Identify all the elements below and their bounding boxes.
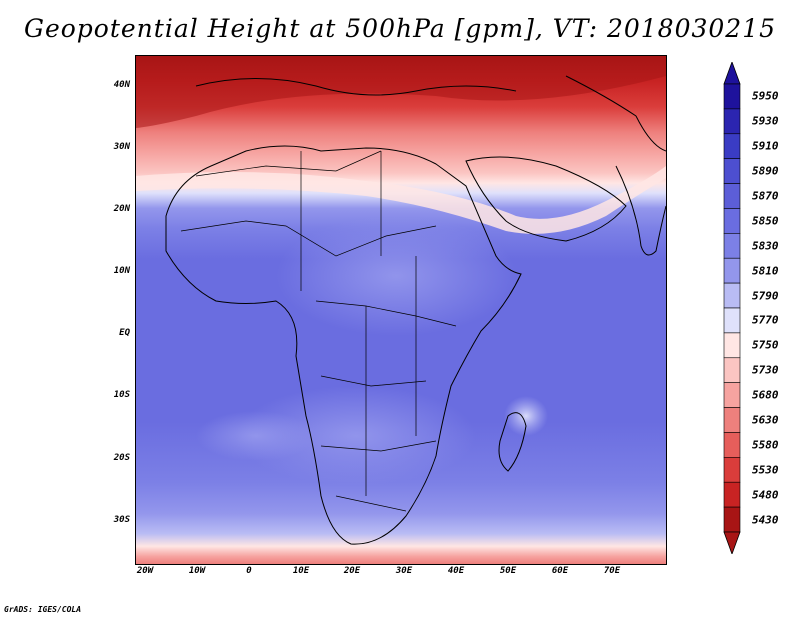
colorbar-segment: [723, 83, 741, 110]
colorbar-segment: [723, 357, 741, 383]
colorbar-segment: [723, 257, 741, 284]
colorbar-segment: [723, 183, 741, 209]
lon-label-10w: 10W: [188, 566, 206, 576]
colorbar-level-label: 5790: [752, 289, 779, 303]
colorbar-segment: [723, 506, 741, 533]
colorbar-segment: [723, 233, 741, 259]
colorbar-segment: [723, 382, 741, 408]
lon-label-20e: 20E: [343, 566, 361, 576]
lon-label-30e: 30E: [395, 566, 413, 576]
lat-label-20s: 20S: [113, 453, 130, 463]
colorbar: [723, 62, 741, 554]
map-field: [136, 56, 666, 564]
colorbar-segment: [723, 307, 741, 334]
colorbar-level-label: 5770: [752, 313, 779, 327]
colorbar-level-label: 5750: [752, 338, 779, 352]
colorbar-level-label: 5950: [752, 89, 779, 103]
colorbar-level-label: 5830: [752, 239, 779, 253]
colorbar-level-label: 5630: [752, 413, 779, 427]
colorbar-segment: [723, 158, 741, 184]
colorbar-level-label: 5930: [752, 114, 779, 128]
colorbar-level-label: 5530: [752, 463, 779, 477]
colorbar-segment: [723, 332, 741, 359]
colorbar-level-label: 5850: [752, 214, 779, 228]
colorbar-segment: [723, 208, 741, 234]
lat-label-10s: 10S: [113, 390, 130, 400]
lat-label-40n: 40N: [113, 80, 130, 90]
colorbar-top-arrow: [723, 62, 741, 85]
colorbar-level-label: 5580: [752, 438, 779, 452]
colorbar-segment: [723, 108, 741, 135]
colorbar-segment: [723, 133, 741, 159]
lat-label-30n: 30N: [113, 142, 130, 152]
colorbar-level-label: 5730: [752, 363, 779, 377]
lon-label-20w: 20W: [136, 566, 154, 576]
colorbar-segment: [723, 457, 741, 483]
colorbar-level-label: 5680: [752, 388, 779, 402]
lon-label-50e: 50E: [499, 566, 517, 576]
lat-label-10n: 10N: [113, 266, 130, 276]
lon-label-0: 0: [246, 566, 252, 576]
colorbar-level-label: 5870: [752, 189, 779, 203]
colorbar-level-label: 5430: [752, 513, 779, 527]
lon-label-70e: 70E: [603, 566, 621, 576]
lat-label-30s: 30S: [113, 515, 130, 525]
colorbar-level-label: 5890: [752, 164, 779, 178]
colorbar-level-label: 5910: [752, 139, 779, 153]
chart-title: Geopotential Height at 500hPa [gpm], VT:…: [23, 14, 777, 43]
lon-label-60e: 60E: [551, 566, 569, 576]
colorbar-segment: [723, 432, 741, 458]
footer-credit: GrADS: IGES/COLA: [4, 605, 82, 614]
colorbar-level-label: 5480: [752, 488, 779, 502]
lat-label-eq: EQ: [119, 328, 130, 338]
lon-label-40e: 40E: [447, 566, 465, 576]
colorbar-level-label: 5810: [752, 264, 779, 278]
colorbar-segment: [723, 282, 741, 309]
geopotential-height-map: [135, 55, 667, 565]
colorbar-segment: [723, 407, 741, 433]
colorbar-segment: [723, 481, 741, 508]
colorbar-bottom-arrow: [723, 531, 741, 554]
lat-label-20n: 20N: [113, 204, 130, 214]
lon-label-10e: 10E: [292, 566, 310, 576]
